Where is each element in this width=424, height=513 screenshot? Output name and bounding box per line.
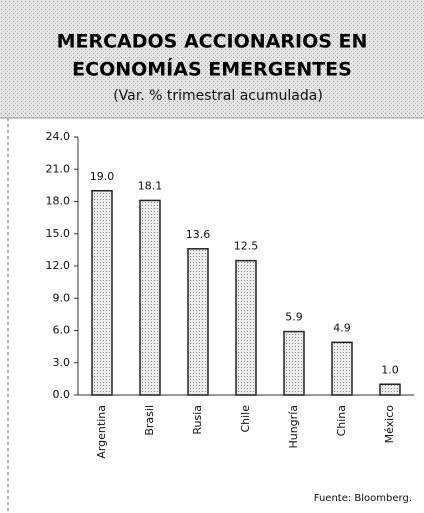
x-tick-label: China <box>335 405 348 436</box>
x-tick-label: Brasil <box>143 405 156 436</box>
bar <box>379 383 401 396</box>
bar <box>283 330 305 396</box>
header-background <box>0 0 424 118</box>
source: Fuente: Bloomberg. <box>314 493 412 504</box>
bar <box>187 248 209 396</box>
value-label: 13.6 <box>186 228 211 241</box>
x-tick-label: Argentina <box>95 405 108 459</box>
chart-title: ECONOMÍAS EMERGENTES <box>72 58 352 81</box>
y-tick-label: 0.0 <box>53 388 71 401</box>
y-tick-label: 3.0 <box>53 356 71 369</box>
x-tick-label: Hungría <box>287 405 300 449</box>
x-tick-label: Rusia <box>191 405 204 435</box>
chart-subtitle: (Var. % trimestral acumulada) <box>113 88 323 104</box>
value-label: 1.0 <box>381 363 399 376</box>
y-tick-label: 9.0 <box>53 291 71 304</box>
y-tick-label: 21.0 <box>46 162 71 175</box>
x-tick-label: Chile <box>239 405 252 433</box>
bar <box>91 190 113 396</box>
bar <box>331 341 353 396</box>
bar <box>235 259 257 396</box>
y-tick-label: 6.0 <box>53 324 71 337</box>
y-tick-label: 24.0 <box>46 130 71 143</box>
x-tick-label: México <box>383 405 396 444</box>
value-label: 5.9 <box>285 311 303 324</box>
value-label: 18.1 <box>138 179 163 192</box>
y-tick-label: 15.0 <box>46 227 71 240</box>
chart-title: MERCADOS ACCIONARIOS EN <box>57 31 368 53</box>
value-label: 4.9 <box>333 321 351 334</box>
y-tick-label: 18.0 <box>46 195 71 208</box>
bar <box>139 199 161 396</box>
y-tick-label: 12.0 <box>46 259 71 272</box>
value-label: 19.0 <box>90 170 115 183</box>
value-label: 12.5 <box>234 240 259 253</box>
